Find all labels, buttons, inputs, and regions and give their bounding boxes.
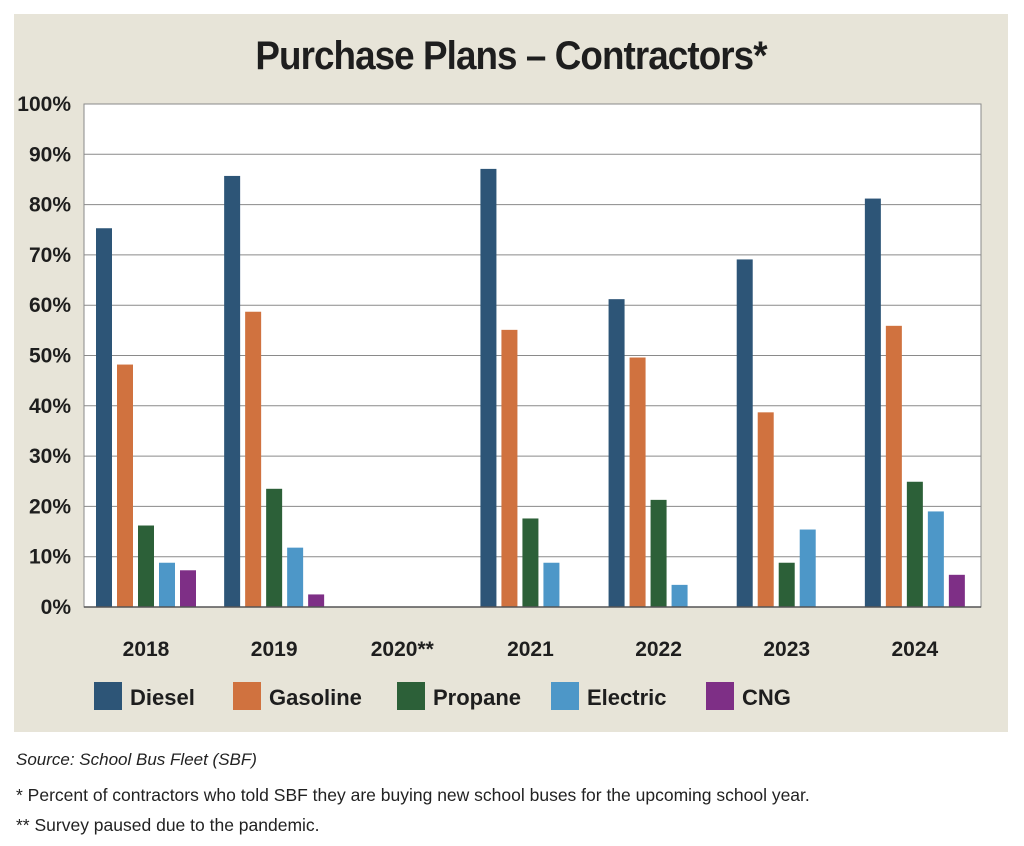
bar-propane-2023 <box>778 562 795 607</box>
bar-propane-2019 <box>266 488 283 607</box>
legend-label-diesel: Diesel <box>130 685 195 710</box>
bar-diesel-2018 <box>96 228 112 607</box>
bar-cng-2024 <box>948 574 965 607</box>
bar-diesel-2019 <box>224 175 241 607</box>
x-tick-label: 2024 <box>891 638 938 661</box>
bar-propane-2022 <box>650 499 667 607</box>
legend-label-electric: Electric <box>587 685 667 710</box>
y-tick-label: 60% <box>29 294 71 317</box>
legend-swatch-propane <box>397 682 425 710</box>
x-tick-label: 2022 <box>635 638 682 661</box>
bar-diesel-2022 <box>608 299 625 607</box>
y-tick-label: 80% <box>29 194 71 217</box>
y-tick-label: 50% <box>29 345 71 368</box>
legend-swatch-electric <box>551 682 579 710</box>
bar-gasoline-2018 <box>117 364 133 607</box>
legend-swatch-diesel <box>94 682 122 710</box>
y-tick-label: 100% <box>17 93 71 116</box>
legend-label-gasoline: Gasoline <box>269 685 362 710</box>
bar-cng-2018 <box>180 570 196 607</box>
x-tick-label: 2019 <box>251 638 298 661</box>
bar-electric-2023 <box>799 529 816 607</box>
legend-swatch-gasoline <box>233 682 261 710</box>
footnote-pandemic: ** Survey paused due to the pandemic. <box>16 815 320 835</box>
bar-propane-2021 <box>522 518 539 607</box>
y-tick-label: 90% <box>29 143 71 166</box>
bar-diesel-2024 <box>864 198 881 607</box>
y-tick-label: 0% <box>41 596 72 619</box>
legend-label-propane: Propane <box>433 685 521 710</box>
chart-title: Purchase Plans – Contractors* <box>255 34 767 78</box>
bar-propane-2018 <box>138 525 154 607</box>
y-tick-label: 10% <box>29 546 71 569</box>
bar-gasoline-2023 <box>757 412 774 607</box>
bar-electric-2024 <box>927 511 944 607</box>
bar-gasoline-2024 <box>885 325 902 607</box>
bar-electric-2018 <box>159 562 175 607</box>
y-tick-label: 30% <box>29 445 71 468</box>
y-tick-label: 70% <box>29 244 71 267</box>
bar-diesel-2021 <box>480 168 497 607</box>
x-tick-label: 2021 <box>507 638 554 661</box>
bar-electric-2022 <box>671 584 688 607</box>
legend-label-cng: CNG <box>742 685 791 710</box>
bar-electric-2021 <box>543 562 560 607</box>
y-tick-label: 20% <box>29 495 71 518</box>
bar-gasoline-2019 <box>245 311 262 607</box>
source-note: Source: School Bus Fleet (SBF) <box>16 750 257 769</box>
bar-gasoline-2021 <box>501 329 518 607</box>
bar-gasoline-2022 <box>629 357 646 607</box>
x-tick-label: 2023 <box>763 638 810 661</box>
x-tick-label: 2018 <box>123 638 170 661</box>
bar-cng-2019 <box>308 594 325 607</box>
x-tick-label: 2020** <box>371 638 435 661</box>
y-tick-label: 40% <box>29 395 71 418</box>
bar-propane-2024 <box>906 481 923 607</box>
bar-electric-2019 <box>287 547 304 607</box>
footnote-contractors: * Percent of contractors who told SBF th… <box>16 785 810 805</box>
legend-swatch-cng <box>706 682 734 710</box>
bar-diesel-2023 <box>736 259 753 607</box>
